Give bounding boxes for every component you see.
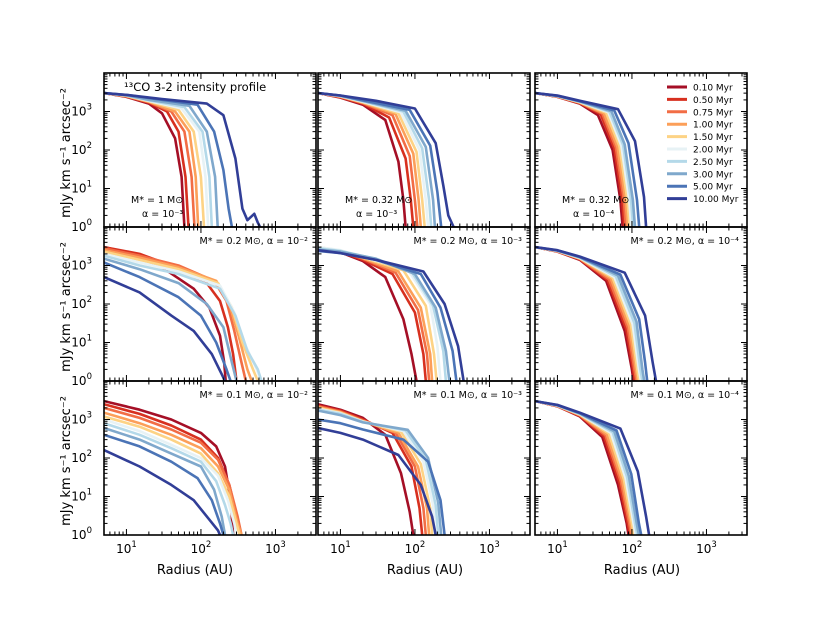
- panel-mass-annotation: M* = 0.32 M⊙: [562, 195, 629, 206]
- panel-9: 101 102 103 M* = 0.1 M⊙, α = 10⁻⁴: [534, 380, 748, 556]
- legend-label: 0.50 Myr: [693, 96, 733, 106]
- legend-label: 2.00 Myr: [693, 146, 733, 156]
- series-line-1-50-myr: [318, 91, 426, 227]
- x-tick-label: 102: [191, 540, 212, 556]
- panel-alpha-annotation: α = 10⁻³: [356, 209, 397, 220]
- series-line-5-00-myr: [104, 261, 232, 381]
- series-line-5-00-myr: [318, 418, 446, 535]
- y-tick-label: 101: [71, 488, 92, 504]
- series-group: [535, 91, 648, 227]
- y-tick-label: 102: [71, 141, 92, 157]
- series-line-10-00-myr: [535, 245, 658, 381]
- panel-params-annotation: M* = 0.1 M⊙, α = 10⁻²: [200, 390, 309, 401]
- x-axis-label-col-2: Radius (AU): [387, 563, 463, 578]
- series-line-10-00-myr: [318, 248, 465, 381]
- y-tick-label: 100: [71, 526, 92, 542]
- series-group: [535, 245, 658, 381]
- x-tick-label: 101: [330, 540, 351, 556]
- y-axis-label-row-1: mJy km s⁻¹ arcsec⁻²: [59, 88, 74, 218]
- panel-params-annotation: M* = 0.1 M⊙, α = 10⁻³: [414, 390, 523, 401]
- y-tick-label: 100: [71, 218, 92, 234]
- panel-mass-annotation: M* = 0.32 M⊙: [345, 195, 412, 206]
- series-line-10-00-myr: [104, 448, 222, 535]
- series-line-2-00-myr: [104, 418, 238, 535]
- x-axis-label-col-1: Radius (AU): [157, 563, 233, 578]
- panel-1: 100 101 102 103 M* = 1 M⊙ α = 10⁻³: [71, 72, 317, 234]
- series-line-10-00-myr: [318, 91, 455, 227]
- x-tick-label: 103: [479, 540, 500, 556]
- panel-mass-annotation: M* = 1 M⊙: [131, 195, 183, 206]
- panel-alpha-annotation: α = 10⁻⁴: [573, 209, 614, 220]
- series-line-3-00-myr: [104, 257, 238, 381]
- series-line-10-00-myr: [104, 275, 227, 381]
- x-tick-label: 102: [622, 540, 643, 556]
- series-line-1-50-myr: [104, 415, 241, 535]
- chart-title: ¹³CO 3-2 intensity profile: [124, 80, 266, 94]
- series-line-2-50-myr: [104, 421, 235, 535]
- x-tick-label: 103: [696, 540, 717, 556]
- panel-7: 101 102 103 100 101 102 103 M* = 0.1 M⊙, α = 10…: [71, 380, 317, 556]
- series-group: [535, 399, 651, 535]
- series-group: [104, 245, 263, 381]
- y-axis-label-row-2: mJy km s⁻¹ arcsec⁻²: [59, 242, 74, 372]
- series-line-5-00-myr: [104, 433, 225, 535]
- series-line-3-00-myr: [104, 426, 227, 535]
- y-tick-label: 103: [71, 257, 92, 273]
- panel-alpha-annotation: α = 10⁻³: [142, 209, 183, 220]
- legend-label: 3.00 Myr: [693, 170, 733, 180]
- series-group: [104, 399, 243, 535]
- panel-params-annotation: M* = 0.1 M⊙, α = 10⁻⁴: [631, 390, 740, 401]
- series-group: [318, 402, 446, 535]
- legend-label: 2.50 Myr: [693, 158, 733, 168]
- panel-6: M* = 0.2 M⊙, α = 10⁻⁴: [534, 226, 748, 382]
- x-tick-label: 102: [405, 540, 426, 556]
- legend-label: 5.00 Myr: [693, 183, 733, 193]
- series-line-10-00-myr: [535, 91, 648, 227]
- panel-params-annotation: M* = 0.2 M⊙, α = 10⁻⁴: [631, 236, 740, 247]
- series-group: [318, 245, 465, 381]
- y-tick-label: 101: [71, 180, 92, 196]
- series-line-10-00-myr: [104, 91, 262, 227]
- y-tick-label: 102: [71, 295, 92, 311]
- legend-label: 10.00 Myr: [693, 195, 739, 205]
- series-line-0-75-myr: [535, 245, 638, 381]
- y-axis-label-row-3: mJy km s⁻¹ arcsec⁻²: [59, 396, 74, 526]
- legend-label: 1.50 Myr: [693, 133, 733, 143]
- series-line-3-00-myr: [318, 409, 443, 535]
- series-line-0-10-myr: [535, 245, 635, 381]
- x-tick-label: 101: [547, 540, 568, 556]
- panel-2: M* = 0.32 M⊙ α = 10⁻³: [317, 72, 531, 228]
- x-axis-label-col-3: Radius (AU): [604, 563, 680, 578]
- panel-params-annotation: M* = 0.2 M⊙, α = 10⁻²: [200, 236, 309, 247]
- series-group: [104, 91, 262, 227]
- series-line-2-50-myr: [104, 254, 263, 381]
- y-tick-label: 103: [71, 103, 92, 119]
- series-line-0-50-myr: [535, 245, 637, 381]
- legend-label: 0.10 Myr: [693, 84, 733, 94]
- panel-8: 101 102 103 M* = 0.1 M⊙, α = 10⁻³: [317, 380, 531, 556]
- legend-label: 0.75 Myr: [693, 108, 733, 118]
- series-line-0-75-myr: [104, 406, 243, 535]
- series-line-3-00-myr: [318, 248, 451, 381]
- y-tick-label: 100: [71, 372, 92, 388]
- y-tick-label: 101: [71, 334, 92, 350]
- series-line-10-00-myr: [535, 399, 651, 535]
- legend-label: 1.00 Myr: [693, 121, 733, 131]
- x-tick-label: 101: [116, 540, 137, 556]
- panel-params-annotation: M* = 0.2 M⊙, α = 10⁻³: [414, 236, 523, 247]
- panel-frame: [103, 226, 317, 382]
- series-group: [318, 91, 455, 227]
- legend: 0.10 Myr 0.50 Myr 0.75 Myr 1.00 Myr 1.50 Myr…: [667, 84, 739, 205]
- y-tick-label: 102: [71, 449, 92, 465]
- panel-5: M* = 0.2 M⊙, α = 10⁻³: [317, 226, 531, 382]
- panel-frame: [534, 380, 748, 536]
- y-tick-label: 103: [71, 411, 92, 427]
- series-line-10-00-myr: [318, 426, 437, 535]
- panel-4: 100 101 102 103 M* = 0.2 M⊙, α = 10⁻²: [71, 226, 317, 388]
- x-tick-label: 103: [265, 540, 286, 556]
